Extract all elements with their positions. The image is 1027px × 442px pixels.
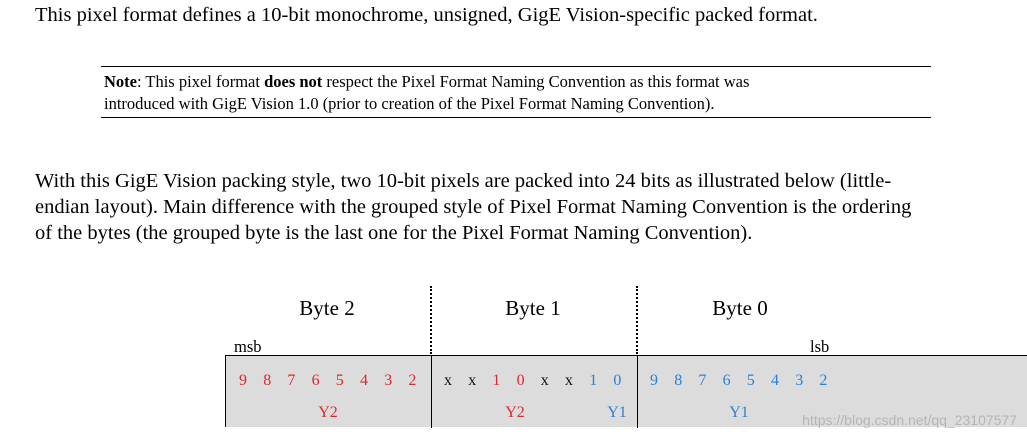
paragraph-line-3: of the bytes (the grouped byte is the la… [35,222,753,244]
packing-diagram: Byte 2 Byte 1 Byte 0 msb lsb 9 8 7 6 5 4 3 2 Y2 x… [0,280,1027,442]
byte-0-header: Byte 0 [712,296,768,320]
paragraph-line-2: endian layout). Main difference with the… [35,196,912,218]
bit-value: 4 [360,372,368,389]
bit-value: x [540,372,549,389]
byte-separator [431,356,432,428]
bit-value: 0 [516,372,525,389]
pixel-label: Y2 [505,404,525,421]
note-label: Note [104,72,137,91]
byte-divider-dashed [636,286,638,354]
register-row: 9 8 7 6 5 4 3 2 Y2 x x 1 0 x x 1 0 Y2 Y1 9 8 7 6 5 4 3 2 Y1 [225,355,1027,428]
pixel-label: Y1 [607,404,627,421]
watermark: https://blog.csdn.net/qq_23107577 [802,412,1017,428]
bit-value: 1 [492,372,501,389]
pixel-label: Y1 [729,404,749,421]
note-text-a: : This pixel format [136,72,265,91]
note-line-1: Note: This pixel format does not respect… [104,72,749,92]
bit-value: 3 [384,372,393,389]
bit-value: 3 [795,372,804,389]
pixel-label: Y2 [318,404,338,421]
byte-2-header: Byte 2 [299,296,355,320]
lsb-label: lsb [810,337,830,356]
bit-value: 7 [698,372,707,389]
bit-value: 5 [335,372,344,389]
msb-label: msb [234,337,262,356]
byte-separator [637,356,638,428]
bit-value: 2 [819,372,828,389]
note-box: Note: This pixel format does not respect… [101,66,931,118]
bit-value: 9 [239,372,247,389]
bit-value: 1 [589,372,598,389]
bit-value: 7 [287,372,296,389]
bit-value: 6 [311,372,320,389]
bit-value: 5 [746,372,755,389]
bit-value: x [468,372,477,389]
bit-value: 0 [613,372,622,389]
note-bold-text: does not [264,72,323,91]
bit-value: 8 [263,372,272,389]
byte-divider-dashed [430,286,432,354]
bit-value: 4 [771,372,779,389]
note-text-b: respect the Pixel Format Naming Conventi… [322,72,750,91]
note-line-2: introduced with GigE Vision 1.0 (prior t… [104,94,715,113]
byte-1-header: Byte 1 [505,296,561,320]
paragraph-line-1: With this GigE Vision packing style, two… [35,170,892,192]
bit-value: 6 [722,372,731,389]
bit-value: 2 [408,372,417,389]
intro-text: This pixel format defines a 10-bit monoc… [35,4,818,26]
bit-value: x [444,372,452,389]
bit-value: 8 [674,372,683,389]
bit-value: x [565,372,573,389]
bit-value: 9 [650,372,658,389]
